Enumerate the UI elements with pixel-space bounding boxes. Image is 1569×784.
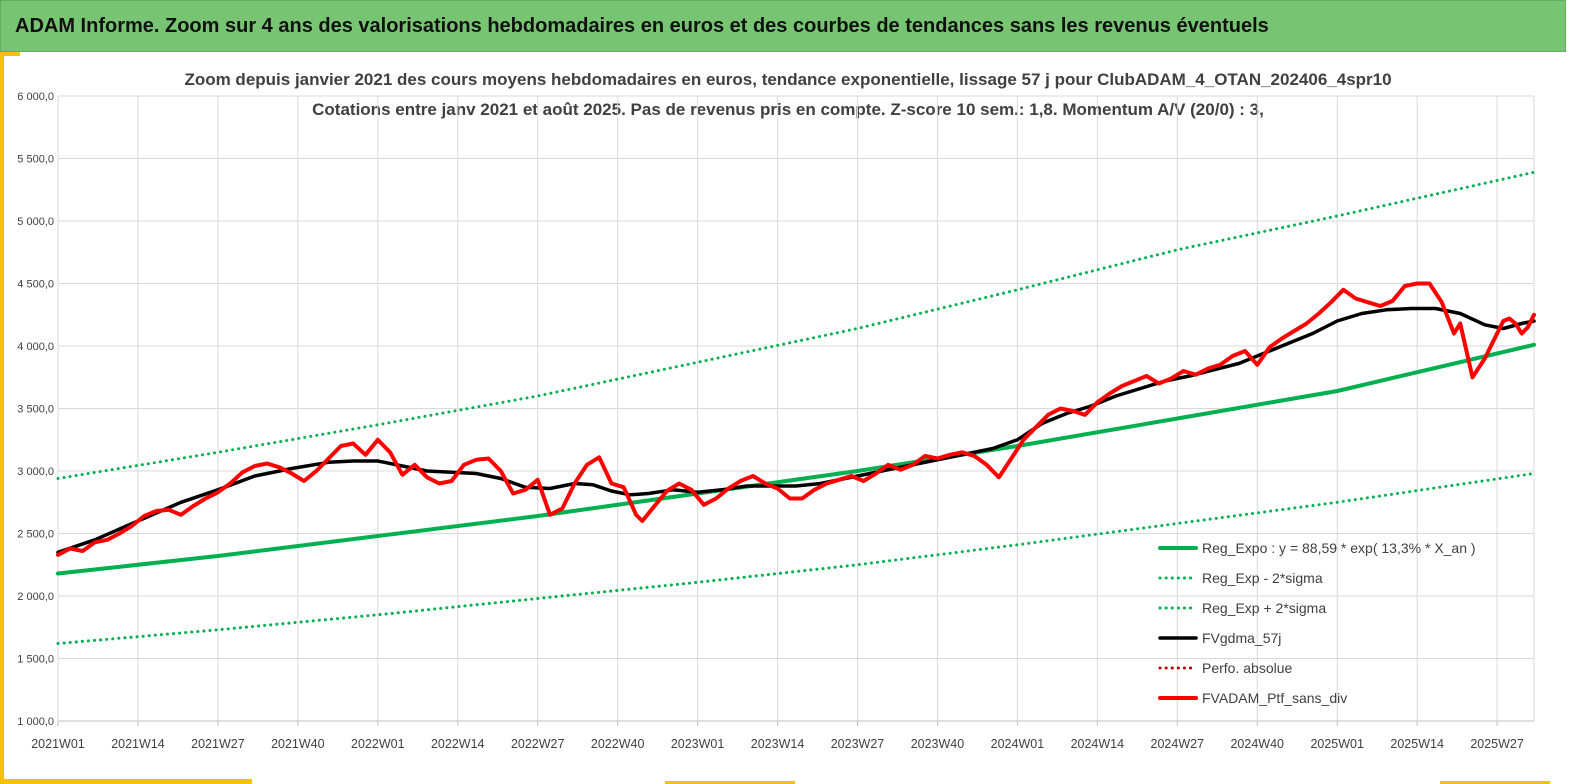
report-title: ADAM Informe. Zoom sur 4 ans des valoris… [15, 15, 1269, 37]
x-tick-label: 2025W27 [1470, 737, 1524, 751]
series-line-5 [56, 281, 1536, 557]
x-tick-label: 2021W40 [271, 737, 325, 751]
line-chart: 1 000,0 1 500,0 2 000,0 2 500,0 3 000,0 3 500… [17, 91, 1536, 751]
grid-lines [57, 95, 1535, 726]
x-tick-label: 2021W14 [111, 737, 165, 751]
legend: Reg_Expo : y = 88,59 * exp( 13,3% * X_an… [1158, 540, 1476, 706]
y-axis-ticks: 1 000,0 1 500,0 2 000,0 2 500,0 3 000,0 3 500… [17, 91, 54, 728]
legend-label: FVgdma_57j [1202, 630, 1281, 646]
accent-bar-bottom [4, 779, 252, 784]
y-tick-label: 2 500,0 [17, 529, 54, 541]
legend-label: Reg_Exp + 2*sigma [1202, 600, 1326, 616]
x-tick-label: 2022W01 [351, 737, 405, 751]
y-tick-label: 4 000,0 [17, 341, 54, 353]
x-tick-label: 2022W14 [431, 737, 485, 751]
series-line-0 [56, 342, 1536, 576]
accent-bar-left [0, 52, 4, 784]
x-tick-label: 2024W27 [1151, 737, 1205, 751]
chart-subtitle: Cotations entre janv 2021 et août 2025. … [312, 100, 1264, 119]
legend-label: Reg_Expo : y = 88,59 * exp( 13,3% * X_an… [1202, 540, 1476, 556]
report-banner: ADAM Informe. Zoom sur 4 ans des valoris… [0, 0, 1566, 52]
x-tick-label: 2023W01 [671, 737, 725, 751]
y-tick-label: 3 500,0 [17, 404, 54, 416]
x-tick-label: 2024W40 [1230, 737, 1284, 751]
x-tick-label: 2022W40 [591, 737, 645, 751]
series-line-3 [56, 306, 1536, 555]
legend-label: Reg_Exp - 2*sigma [1202, 570, 1323, 586]
x-tick-label: 2024W01 [991, 737, 1045, 751]
y-tick-label: 1 500,0 [17, 654, 54, 666]
chart-title: Zoom depuis janvier 2021 des cours moyen… [184, 70, 1392, 89]
legend-label: Perfo. absolue [1202, 660, 1292, 676]
y-tick-label: 6 000,0 [17, 91, 54, 103]
y-tick-label: 5 500,0 [17, 154, 54, 166]
accent-bar-top [4, 52, 20, 56]
y-tick-label: 5 000,0 [17, 216, 54, 228]
x-tick-label: 2025W01 [1310, 737, 1364, 751]
x-tick-label: 2025W14 [1390, 737, 1444, 751]
y-tick-label: 1 000,0 [17, 716, 54, 728]
x-tick-label: 2021W27 [191, 737, 245, 751]
series-layer [56, 170, 1536, 645]
accent-bar-bottom-middle [665, 781, 795, 784]
y-tick-label: 3 000,0 [17, 466, 54, 478]
y-tick-label: 2 000,0 [17, 591, 54, 603]
accent-bar-bottom-right [1440, 781, 1550, 784]
series-line-1 [56, 472, 1536, 645]
series-line-2 [56, 170, 1536, 480]
x-tick-label: 2023W40 [911, 737, 965, 751]
x-tick-label: 2023W27 [831, 737, 885, 751]
x-tick-label: 2021W01 [31, 737, 85, 751]
legend-label: FVADAM_Ptf_sans_div [1202, 690, 1347, 706]
x-tick-label: 2023W14 [751, 737, 805, 751]
x-axis-ticks: 2021W01 2021W14 2021W27 2021W40 2022W01 2022W… [31, 737, 1524, 751]
x-tick-label: 2022W27 [511, 737, 565, 751]
x-tick-label: 2024W14 [1071, 737, 1125, 751]
y-tick-label: 4 500,0 [17, 279, 54, 291]
